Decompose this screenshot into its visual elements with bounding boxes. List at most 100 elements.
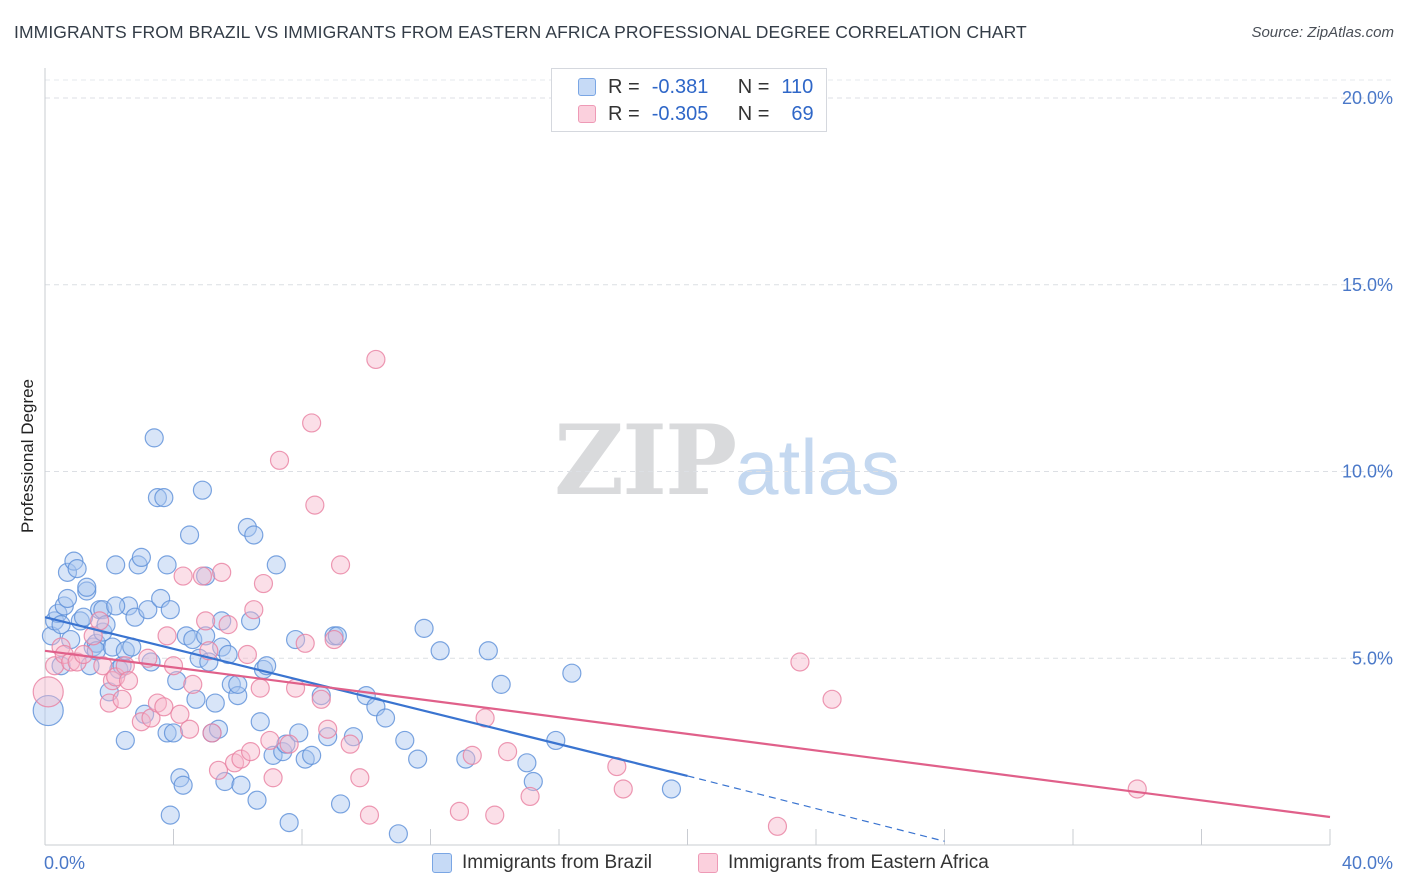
point-brazil bbox=[160, 600, 180, 620]
point-brazil bbox=[131, 547, 151, 568]
point-eastern-africa bbox=[131, 712, 151, 732]
point-brazil bbox=[48, 603, 68, 624]
point-eastern-africa bbox=[462, 745, 482, 765]
watermark: ZIPatlas bbox=[554, 404, 900, 517]
point-brazil bbox=[250, 712, 270, 732]
point-brazil bbox=[212, 637, 232, 657]
point-brazil bbox=[215, 771, 235, 792]
legend-n-value: 69 bbox=[791, 102, 814, 125]
point-eastern-africa bbox=[485, 805, 505, 825]
point-eastern-africa bbox=[67, 652, 87, 672]
series-swatch-eastern-africa bbox=[698, 853, 718, 873]
point-brazil bbox=[160, 805, 180, 825]
x-tick-label: 0.0% bbox=[44, 853, 85, 873]
point-brazil bbox=[228, 674, 248, 694]
legend-n-label: N = bbox=[737, 75, 770, 98]
point-eastern-africa bbox=[330, 555, 351, 575]
tick-labels: 5.0% 10.0% 15.0% 20.0% 0.0% 40.0% bbox=[44, 88, 1393, 873]
point-brazil bbox=[196, 626, 216, 646]
point-brazil bbox=[318, 727, 338, 747]
legend-row-eastern-africa: R = -0.305 N = 69 bbox=[552, 100, 814, 128]
point-eastern-africa bbox=[32, 676, 64, 708]
point-eastern-africa bbox=[244, 600, 264, 620]
point-brazil bbox=[430, 641, 450, 661]
point-brazil bbox=[51, 656, 71, 676]
point-eastern-africa bbox=[208, 760, 229, 780]
point-brazil bbox=[173, 775, 193, 795]
axes bbox=[44, 68, 1331, 846]
point-brazil bbox=[32, 694, 64, 727]
point-eastern-africa bbox=[269, 450, 290, 470]
point-brazil bbox=[517, 753, 537, 773]
point-eastern-africa bbox=[112, 689, 132, 709]
legend-r-label: R = bbox=[608, 75, 640, 98]
point-brazil bbox=[395, 730, 415, 751]
point-brazil bbox=[661, 779, 682, 799]
series-label-eastern-africa: Immigrants from Eastern Africa bbox=[728, 852, 989, 873]
point-brazil bbox=[523, 771, 543, 792]
point-eastern-africa bbox=[498, 742, 518, 762]
point-brazil bbox=[141, 652, 161, 672]
point-eastern-africa bbox=[790, 652, 810, 672]
point-eastern-africa bbox=[324, 629, 344, 650]
point-eastern-africa bbox=[118, 671, 139, 691]
legend-n-label: N = bbox=[737, 102, 770, 125]
point-eastern-africa bbox=[350, 768, 370, 788]
point-brazil bbox=[375, 708, 396, 728]
point-brazil bbox=[93, 600, 113, 620]
point-brazil bbox=[183, 629, 203, 650]
point-eastern-africa bbox=[1127, 779, 1147, 799]
point-eastern-africa bbox=[237, 644, 257, 665]
point-brazil bbox=[115, 730, 135, 751]
point-brazil bbox=[327, 626, 347, 646]
point-brazil bbox=[106, 555, 126, 575]
watermark-zip: ZIP bbox=[554, 404, 737, 517]
point-brazil bbox=[57, 588, 78, 609]
point-eastern-africa bbox=[90, 611, 110, 631]
point-brazil bbox=[57, 562, 78, 582]
correlation-legend: R = -0.381 N = 110 R = -0.305 N = 69 bbox=[551, 68, 827, 132]
series-legend: Immigrants from Brazil Immigrants from E… bbox=[0, 852, 1406, 878]
point-brazil bbox=[247, 790, 267, 810]
trend-lines bbox=[44, 616, 1331, 842]
point-eastern-africa bbox=[173, 566, 193, 586]
point-eastern-africa bbox=[183, 674, 203, 694]
point-eastern-africa bbox=[295, 633, 315, 653]
point-eastern-africa bbox=[260, 730, 280, 751]
trend-line-eastern-africa bbox=[44, 649, 1331, 819]
point-brazil bbox=[186, 689, 206, 709]
series-label-brazil: Immigrants from Brazil bbox=[462, 852, 653, 873]
point-eastern-africa bbox=[250, 678, 270, 698]
y-tick-label: 15.0% bbox=[1342, 275, 1393, 295]
point-brazil bbox=[244, 525, 264, 545]
legend-r-value: -0.305 bbox=[651, 102, 709, 125]
point-eastern-africa bbox=[302, 413, 322, 433]
point-eastern-africa bbox=[318, 719, 338, 739]
point-brazil bbox=[157, 555, 177, 575]
point-brazil bbox=[414, 618, 434, 638]
point-brazil bbox=[157, 723, 177, 743]
point-brazil bbox=[478, 641, 498, 661]
point-brazil bbox=[263, 745, 283, 765]
point-brazil bbox=[228, 685, 248, 706]
point-eastern-africa bbox=[767, 816, 788, 836]
point-eastern-africa bbox=[192, 566, 213, 586]
point-brazil bbox=[138, 600, 158, 620]
point-eastern-africa bbox=[157, 626, 177, 646]
legend-r-value: -0.381 bbox=[651, 75, 709, 98]
point-brazil bbox=[67, 559, 87, 579]
point-eastern-africa bbox=[613, 779, 633, 799]
point-eastern-africa bbox=[170, 704, 190, 724]
chart-title: IMMIGRANTS FROM BRAZIL VS IMMIGRANTS FRO… bbox=[14, 22, 1027, 42]
point-brazil bbox=[73, 607, 94, 627]
legend-row-brazil: R = -0.381 N = 110 bbox=[552, 73, 813, 101]
point-brazil bbox=[285, 629, 306, 650]
point-brazil bbox=[154, 488, 174, 508]
point-eastern-africa bbox=[241, 742, 261, 762]
series-legend-brazil: Immigrants from Brazil bbox=[432, 852, 652, 874]
point-brazil bbox=[491, 674, 511, 694]
point-brazil bbox=[546, 730, 566, 751]
y-tick-label: 5.0% bbox=[1352, 648, 1393, 668]
y-tick-label: 20.0% bbox=[1342, 88, 1393, 108]
